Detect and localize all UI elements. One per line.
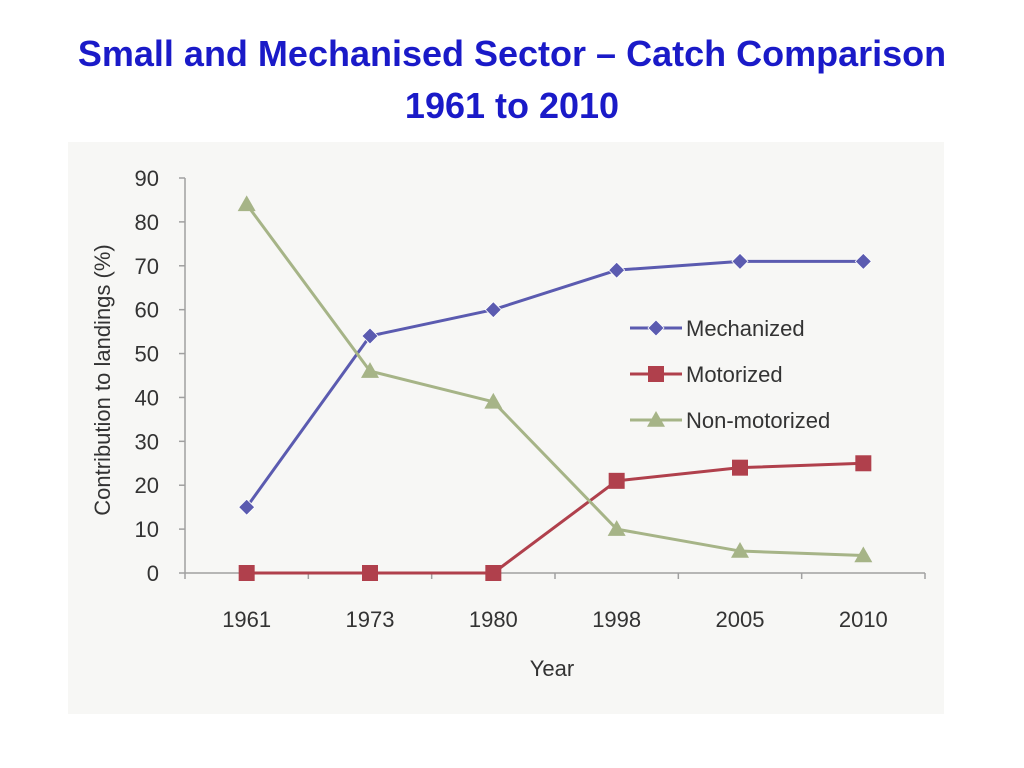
series-line-mechanized bbox=[245, 259, 864, 509]
title-line-1: Small and Mechanised Sector – Catch Comp… bbox=[77, 33, 947, 74]
data-point-non-motorized bbox=[731, 542, 749, 558]
data-point-non-motorized bbox=[484, 392, 503, 409]
data-point-mechanized bbox=[361, 327, 379, 345]
legend-label-motorized: Motorized bbox=[686, 362, 783, 387]
data-point-mechanized bbox=[731, 252, 749, 270]
x-tick-label: 1980 bbox=[469, 607, 518, 632]
x-axis: 1961 1973 1980 1998 2005 2010 bbox=[184, 572, 926, 632]
data-point-motorized bbox=[608, 472, 625, 489]
data-point-non-motorized bbox=[607, 520, 626, 536]
data-point-mechanized bbox=[608, 261, 626, 279]
x-tick-label: 2005 bbox=[716, 607, 765, 632]
x-tick-label: 1961 bbox=[222, 607, 271, 632]
y-tick-label: 70 bbox=[135, 254, 159, 279]
data-point-non-motorized bbox=[854, 546, 873, 563]
y-tick-label: 80 bbox=[135, 210, 159, 235]
y-tick-label: 20 bbox=[135, 473, 159, 498]
data-point-non-motorized bbox=[237, 195, 256, 212]
series-line-motorized bbox=[246, 461, 864, 575]
legend-marker-non-motorized bbox=[647, 411, 665, 427]
y-tick-label: 0 bbox=[147, 561, 159, 586]
chart-panel bbox=[68, 142, 944, 714]
y-axis: 0 10 20 30 40 50 60 70 80 90 bbox=[135, 166, 186, 586]
series-layer bbox=[237, 195, 873, 581]
data-point-motorized bbox=[855, 455, 872, 472]
data-point-motorized bbox=[362, 565, 378, 581]
legend: Mechanized Motorized Non-motorized bbox=[630, 316, 830, 433]
title-line-2: 1961 to 2010 bbox=[404, 85, 620, 126]
legend-label-mechanized: Mechanized bbox=[686, 316, 805, 341]
slide-title: Small and Mechanised Sector – Catch Comp… bbox=[0, 28, 1024, 132]
data-point-motorized bbox=[732, 459, 748, 476]
data-point-mechanized bbox=[238, 498, 256, 516]
y-tick-label: 10 bbox=[135, 517, 159, 542]
data-point-mechanized bbox=[854, 252, 872, 270]
series-line-non-motorized bbox=[245, 203, 864, 557]
x-tick-label: 1998 bbox=[592, 607, 641, 632]
y-tick-label: 30 bbox=[135, 429, 159, 454]
y-axis-label: Contribution to landings (%) bbox=[90, 244, 115, 515]
x-axis-label: Year bbox=[530, 656, 574, 681]
x-tick-label: 2010 bbox=[839, 607, 888, 632]
y-tick-label: 90 bbox=[135, 166, 159, 191]
x-tick-label: 1973 bbox=[346, 607, 395, 632]
data-point-non-motorized bbox=[361, 362, 379, 378]
y-tick-label: 60 bbox=[135, 298, 159, 323]
data-point-mechanized bbox=[484, 301, 502, 319]
y-tick-label: 40 bbox=[135, 385, 159, 410]
legend-label-non-motorized: Non-motorized bbox=[686, 408, 830, 433]
y-tick-label: 50 bbox=[135, 342, 159, 367]
legend-marker-mechanized bbox=[647, 319, 665, 337]
data-point-motorized bbox=[238, 565, 255, 581]
data-point-motorized bbox=[485, 565, 502, 581]
legend-marker-motorized bbox=[648, 366, 664, 382]
